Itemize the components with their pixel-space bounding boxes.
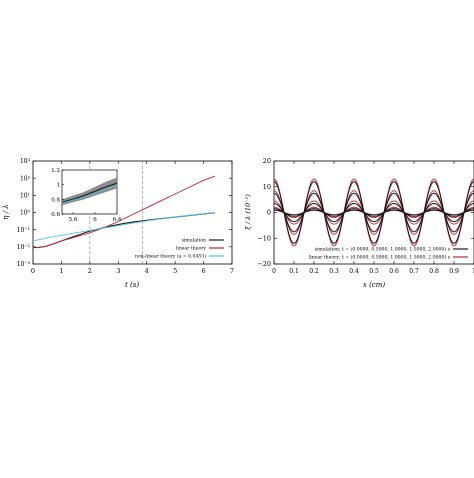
left-x-tick-label: 5 [173, 267, 177, 275]
right-y-tick-label: −10 [257, 234, 271, 242]
left-y-tick-label: 10⁻¹ [17, 227, 30, 234]
inset-x-ticks: 5.6 6 6.4 [69, 212, 122, 223]
right-x-tick-label: 0.6 [389, 268, 399, 275]
left-y-ticks: 10⁻³ 10⁻² 10⁻¹ 10⁰ 10¹ 10² 10³ [17, 158, 232, 268]
right-x-axis-label: x (cm) [363, 281, 385, 289]
left-legend-simulation-label: simulation [182, 238, 206, 244]
right-linear-curve-1 [273, 206, 474, 219]
left-x-tick-label: 6 [202, 267, 206, 275]
inset-x-tick-label: 5.6 [69, 217, 78, 223]
left-legend-nonlinear-label: non-linear theory (a = 0.0453) [135, 253, 206, 260]
right-x-tick-label: 0.3 [329, 268, 339, 275]
right-x-tick-label: 0.8 [429, 268, 439, 275]
left-series-line-2 [32, 212, 215, 242]
left-y-tick-label: 10⁰ [20, 210, 31, 217]
right-simulation-curve-1 [273, 208, 474, 217]
right-x-tick-label: 0.4 [349, 268, 359, 275]
inset-x-tick-label: 6 [93, 217, 97, 223]
left-x-tick-label: 0 [31, 267, 35, 275]
left-series-line-1 [32, 175, 216, 249]
left-y-axis-label: η / λ [2, 204, 10, 219]
left-series-group [32, 175, 216, 249]
left-x-tick-label: 3 [116, 267, 120, 275]
right-x-tick-label: 0.2 [309, 268, 319, 275]
left-y-tick-label: 10³ [20, 158, 31, 165]
left-y-tick-label: 10² [20, 175, 31, 182]
inset-y-tick-label: 0.8 [51, 197, 60, 203]
right-y-axis-label: ξ / λ (10⁻²) [244, 194, 252, 230]
right-y-tick-label: 20 [263, 157, 271, 165]
inset-simulation-line [61, 182, 118, 203]
right-x-tick-label: 0.5 [369, 268, 379, 275]
right-linear-curve-2 [273, 200, 474, 225]
inset: 5.6 6 6.4 0.6 0.8 1 1.2 [51, 168, 122, 223]
right-y-tick-label: −20 [257, 260, 271, 268]
right-x-tick-label: 0 [272, 268, 276, 275]
right-legend-simulation-label: simulation; t = (0.0000, 0.5000, 1.0000,… [315, 246, 451, 253]
left-x-axis-label: t (s) [125, 281, 139, 289]
inset-nonlinear-line [61, 185, 118, 204]
right-x-tick-label: 1 [472, 268, 474, 275]
right-x-tick-label: 0.7 [409, 268, 419, 275]
right-simulation-curve-0 [273, 209, 474, 216]
inset-x-tick-label: 6.4 [113, 217, 122, 223]
right-legend: simulation; t = (0.0000, 0.5000, 1.0000,… [309, 246, 468, 261]
left-x-tick-label: 7 [230, 267, 234, 275]
right-series-group [273, 178, 474, 247]
inset-y-tick-label: 0.6 [51, 212, 60, 218]
right-simulation-curve-3 [273, 192, 474, 233]
inset-content [61, 177, 118, 206]
right-simulation-curve-4 [273, 181, 474, 244]
left-x-tick-label: 4 [145, 267, 149, 275]
right-x-tick-label: 0.1 [289, 268, 299, 275]
right-y-tick-label: 10 [263, 183, 271, 191]
left-y-tick-label: 10⁻² [17, 244, 31, 251]
inset-y-tick-label: 1 [57, 183, 61, 189]
inset-frame [61, 169, 118, 215]
left-legend: simulation linear theory non-linear theo… [135, 238, 224, 260]
left-x-tick-label: 2 [88, 267, 92, 275]
left-y-tick-label: 10⁻³ [17, 261, 31, 268]
right-simulation-curve-2 [273, 202, 474, 223]
inset-y-tick-label: 1.2 [51, 168, 60, 174]
right-panel: 0 0.1 0.2 0.3 0.4 0.5 0.6 0.7 0.8 0.9 1 −20 −10 0 10 2… [244, 157, 474, 289]
left-legend-linear-label: linear theory [176, 246, 206, 252]
right-y-tick-label: 0 [267, 209, 271, 217]
right-legend-linear-label: linear theory; t = (0.0000, 0.5000, 1.00… [309, 254, 451, 261]
left-y-tick-label: 10¹ [20, 193, 30, 200]
inset-y-ticks: 0.6 0.8 1 1.2 [51, 168, 64, 218]
left-x-tick-label: 1 [59, 267, 63, 275]
left-x-ticks: 0 1 2 3 4 5 6 7 [31, 161, 234, 275]
right-x-tick-label: 0.9 [449, 268, 459, 275]
right-x-ticks: 0 0.1 0.2 0.3 0.4 0.5 0.6 0.7 0.8 0.9 1 [272, 161, 474, 275]
